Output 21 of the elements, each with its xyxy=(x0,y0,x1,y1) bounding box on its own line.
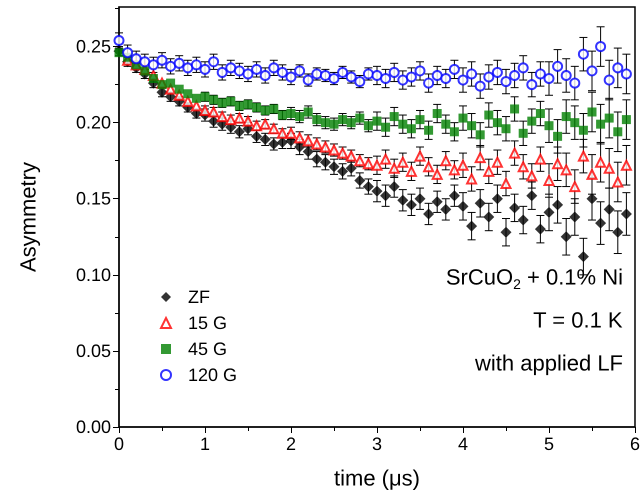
y-tick-label: 0.20 xyxy=(76,112,111,133)
x-tick-label: 1 xyxy=(200,434,210,454)
legend-label: 45 G xyxy=(188,339,228,359)
y-tick-label: 0.15 xyxy=(76,188,111,209)
x-axis-title: time (μs) xyxy=(334,466,420,490)
x-tick-label: 4 xyxy=(458,434,468,454)
legend-label: 15 G xyxy=(188,313,228,333)
x-tick-label: 3 xyxy=(372,434,382,454)
x-tick-label: 5 xyxy=(544,434,554,454)
y-tick-label: 0.25 xyxy=(76,36,111,57)
legend-label: ZF xyxy=(188,287,210,307)
x-tick-label: 6 xyxy=(630,434,640,454)
y-tick-label: 0.10 xyxy=(76,264,111,285)
y-tick-label: 0.00 xyxy=(76,417,111,437)
y-tick-label: 0.05 xyxy=(76,340,111,361)
legend-label: 120 G xyxy=(188,365,238,385)
annotation: T = 0.1 K xyxy=(533,308,623,332)
x-tick-label: 0 xyxy=(114,434,124,454)
annotation: with applied LF xyxy=(474,350,624,376)
y-axis-title: Asymmetry xyxy=(16,162,40,272)
x-tick-label: 2 xyxy=(286,434,296,454)
